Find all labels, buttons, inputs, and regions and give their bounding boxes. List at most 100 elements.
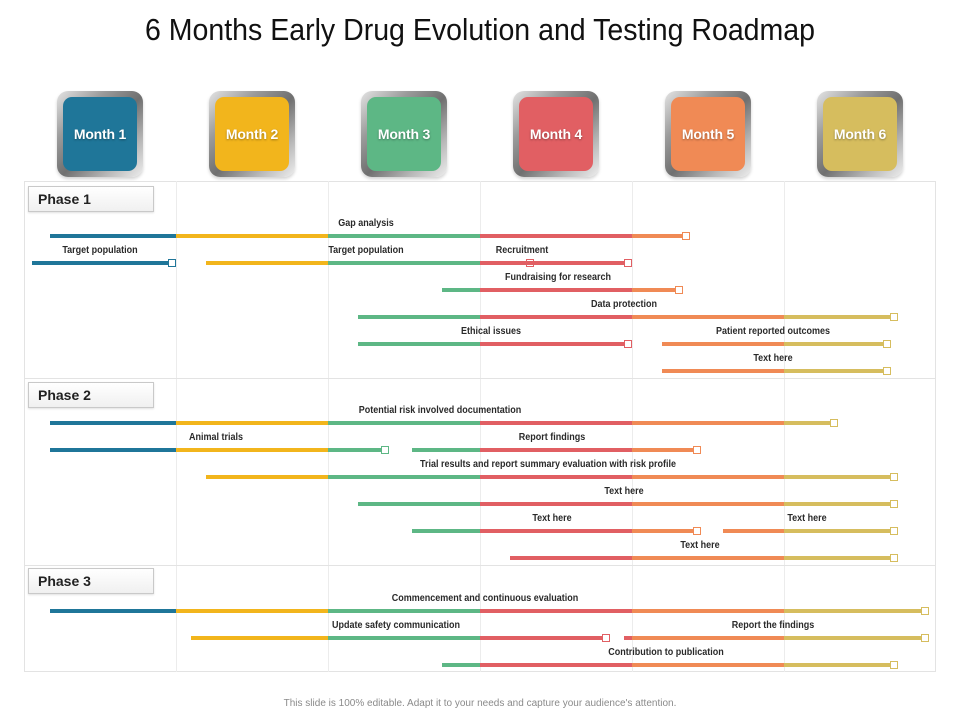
task-segment-month-3 bbox=[328, 475, 480, 479]
phase-2-label: Phase 2 bbox=[28, 382, 154, 408]
task-segment-month-3 bbox=[328, 636, 480, 640]
task-segment-month-6 bbox=[784, 315, 891, 319]
task-segment-month-6 bbox=[784, 342, 883, 346]
task-segment-month-4 bbox=[480, 529, 632, 533]
task-segment-month-5 bbox=[632, 448, 693, 452]
task-label: Report findings bbox=[518, 432, 586, 443]
task-label: Patient reported outcomes bbox=[715, 326, 830, 337]
task-segment-month-5 bbox=[632, 288, 675, 292]
milestone-marker bbox=[624, 259, 633, 267]
task-label: Text here bbox=[787, 513, 827, 524]
task-segment-month-5 bbox=[662, 342, 784, 346]
task-segment-month-2 bbox=[176, 421, 328, 425]
task-segment-month-6 bbox=[784, 475, 891, 479]
task-segment-month-3 bbox=[411, 448, 480, 452]
task-segment-month-3 bbox=[358, 342, 480, 346]
task-segment-month-3 bbox=[358, 315, 480, 319]
task-segment-month-4 bbox=[480, 315, 632, 319]
month-divider bbox=[632, 181, 633, 672]
task-segment-month-4 bbox=[480, 502, 632, 506]
month-5-label: Month 5 bbox=[671, 97, 745, 171]
month-5-box: Month 5 bbox=[665, 91, 751, 177]
task-label: Target population bbox=[62, 245, 138, 256]
task-segment-month-1 bbox=[31, 261, 169, 265]
task-label: Text here bbox=[680, 540, 721, 551]
task-label: Update safety communication bbox=[332, 620, 461, 631]
month-6-label: Month 6 bbox=[823, 97, 897, 171]
milestone-marker bbox=[882, 340, 891, 348]
phase-divider bbox=[24, 378, 936, 379]
task-segment-month-5 bbox=[632, 529, 693, 533]
task-label: Potential risk involved documentation bbox=[358, 405, 521, 416]
month-6-box: Month 6 bbox=[817, 91, 903, 177]
month-divider bbox=[328, 181, 329, 672]
task-segment-month-6 bbox=[784, 369, 883, 373]
month-2-label: Month 2 bbox=[215, 97, 289, 171]
task-segment-month-3 bbox=[411, 529, 480, 533]
phase-3-label: Phase 3 bbox=[28, 568, 154, 594]
month-divider bbox=[480, 181, 481, 672]
milestone-marker bbox=[829, 419, 838, 427]
task-segment-month-3 bbox=[442, 663, 480, 667]
month-divider bbox=[784, 181, 785, 672]
task-segment-month-4 bbox=[480, 421, 632, 425]
task-label: Data protection bbox=[591, 299, 658, 310]
task-segment-month-2 bbox=[176, 609, 328, 613]
task-label: Text here bbox=[604, 486, 645, 497]
task-segment-month-4 bbox=[480, 609, 632, 613]
task-segment-month-5 bbox=[632, 502, 784, 506]
task-segment-month-3 bbox=[328, 261, 480, 265]
milestone-marker bbox=[890, 500, 899, 508]
task-segment-month-4 bbox=[480, 663, 632, 667]
task-segment-month-4 bbox=[480, 636, 602, 640]
milestone-marker bbox=[381, 446, 390, 454]
task-segment-month-6 bbox=[784, 421, 830, 425]
task-segment-month-2 bbox=[206, 475, 328, 479]
month-3-label: Month 3 bbox=[367, 97, 441, 171]
task-segment-month-4 bbox=[510, 556, 632, 560]
task-label: Text here bbox=[752, 353, 793, 364]
phase-divider bbox=[24, 565, 936, 566]
task-segment-month-4 bbox=[624, 636, 632, 640]
task-segment-month-6 bbox=[784, 636, 921, 640]
milestone-marker bbox=[601, 634, 610, 642]
task-segment-month-1 bbox=[49, 609, 176, 613]
task-segment-month-5 bbox=[632, 475, 784, 479]
milestone-marker bbox=[890, 661, 899, 669]
milestone-marker bbox=[890, 527, 899, 535]
milestone-marker bbox=[624, 340, 633, 348]
task-segment-month-5 bbox=[632, 556, 784, 560]
task-segment-month-6 bbox=[784, 529, 891, 533]
milestone-marker bbox=[920, 607, 929, 615]
task-segment-month-4 bbox=[480, 475, 632, 479]
task-segment-month-5 bbox=[632, 234, 683, 238]
task-segment-month-1 bbox=[49, 421, 176, 425]
task-segment-month-6 bbox=[784, 663, 891, 667]
month-divider bbox=[176, 181, 177, 672]
page-title: 6 Months Early Drug Evolution and Testin… bbox=[144, 12, 816, 47]
task-label: Text here bbox=[532, 513, 572, 524]
task-segment-month-6 bbox=[784, 609, 921, 613]
task-segment-month-3 bbox=[358, 502, 480, 506]
task-segment-month-3 bbox=[328, 609, 480, 613]
task-segment-month-4 bbox=[480, 261, 625, 265]
milestone-marker bbox=[674, 286, 683, 294]
month-4-label: Month 4 bbox=[519, 97, 593, 171]
milestone-marker bbox=[692, 527, 701, 535]
task-label: Commencement and continuous evaluation bbox=[392, 593, 579, 604]
milestone-marker bbox=[920, 634, 929, 642]
task-segment-month-2 bbox=[191, 636, 328, 640]
task-label: Contribution to publication bbox=[608, 647, 724, 658]
month-4-box: Month 4 bbox=[513, 91, 599, 177]
task-segment-month-5 bbox=[632, 636, 784, 640]
task-segment-month-3 bbox=[328, 448, 382, 452]
task-segment-month-5 bbox=[632, 609, 784, 613]
task-segment-month-2 bbox=[176, 448, 328, 452]
milestone-marker bbox=[682, 232, 691, 240]
task-segment-month-3 bbox=[328, 234, 480, 238]
task-label: Target population bbox=[328, 245, 404, 256]
task-label: Gap analysis bbox=[338, 218, 394, 229]
task-label: Fundraising for research bbox=[505, 272, 612, 283]
task-segment-month-4 bbox=[480, 342, 625, 346]
task-label: Animal trials bbox=[188, 432, 243, 443]
